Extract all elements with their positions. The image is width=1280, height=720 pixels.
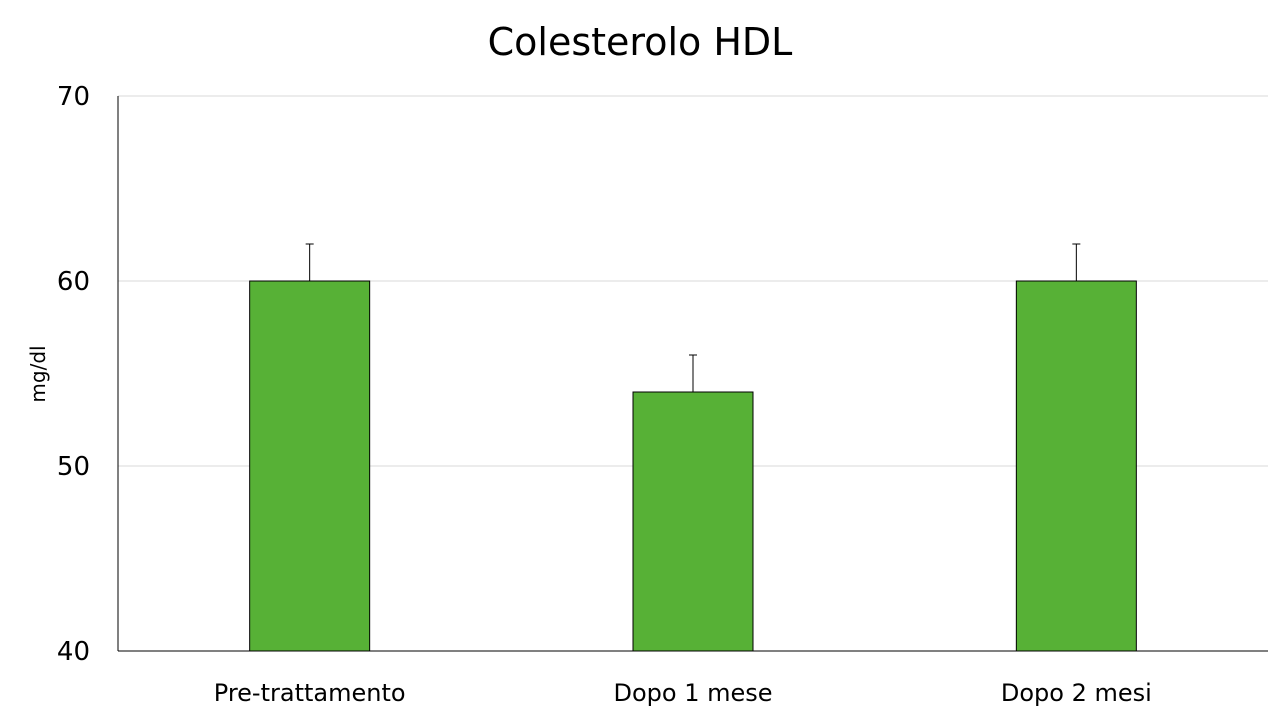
bar	[632, 391, 754, 652]
x-tick-label: Pre-trattamento	[214, 679, 406, 707]
y-tick-labels: 40 50 60 70	[57, 82, 90, 667]
y-tick-label: 40	[57, 637, 90, 667]
y-tick-label: 70	[57, 82, 90, 112]
bars	[249, 280, 1137, 652]
y-tick-label: 50	[57, 452, 90, 482]
y-tick-label: 60	[57, 267, 90, 297]
x-tick-label: Dopo 2 mesi	[1001, 679, 1152, 707]
x-tick-labels: Pre-trattamento Dopo 1 mese Dopo 2 mesi	[214, 679, 1152, 707]
y-axis-label: mg/dl	[26, 345, 50, 402]
bar	[249, 280, 371, 652]
chart-title: Colesterolo HDL	[488, 20, 793, 64]
error-bars	[305, 243, 1081, 392]
x-tick-label: Dopo 1 mese	[613, 679, 772, 707]
bar	[1015, 280, 1137, 652]
